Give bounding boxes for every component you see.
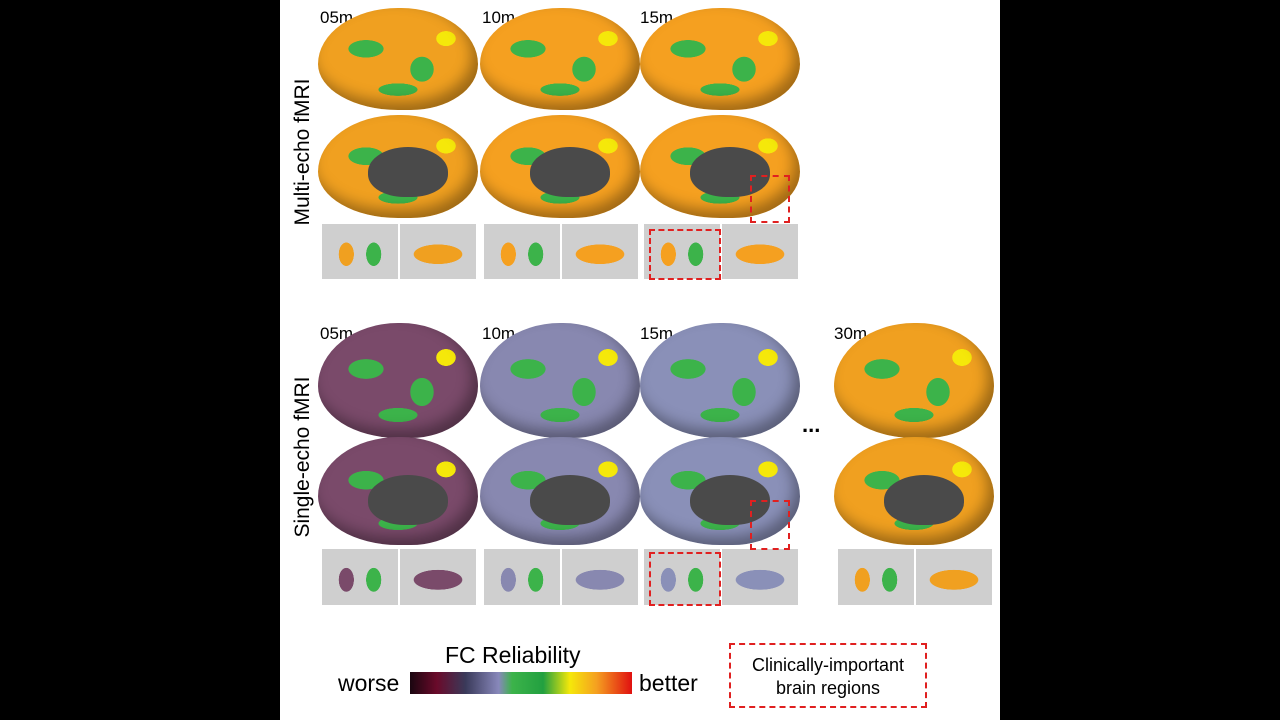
brain-medial-view <box>480 437 640 545</box>
clinical-region-box <box>750 500 790 550</box>
row-label-single-echo: Single-echo fMRI <box>291 376 314 538</box>
brain-medial-view <box>640 115 800 218</box>
brain-lateral-view <box>318 323 478 438</box>
brain-slice-coronal <box>322 224 398 279</box>
colorbar-title: FC Reliability <box>445 642 581 668</box>
colorbar-low-label: worse <box>338 670 400 696</box>
clinical-region-box <box>649 552 721 606</box>
colorbar-high-label: better <box>639 670 698 696</box>
brain-lateral-view <box>480 8 640 110</box>
legend-clinical-line2: brain regions <box>775 678 881 698</box>
medial-wall <box>690 147 770 197</box>
brain-slice-coronal <box>644 549 720 605</box>
brain-slice-coronal <box>484 549 560 605</box>
brain-slice-coronal <box>322 549 398 605</box>
brain-slice-coronal <box>484 224 560 279</box>
clinical-region-box <box>750 175 790 223</box>
time-label: 15m <box>640 324 674 343</box>
legend-clinical-box: Clinically-important brain regions <box>729 643 927 708</box>
brain-slice-axial <box>722 224 798 279</box>
medial-wall <box>884 475 964 525</box>
brain-lateral-view <box>318 8 478 110</box>
brain-slice-axial <box>916 549 992 605</box>
legend-clinical-line1: Clinically-important <box>751 655 905 675</box>
brain-slice-axial <box>400 224 476 279</box>
medial-wall <box>530 147 610 197</box>
medial-wall <box>368 475 448 525</box>
brain-lateral-view <box>834 323 994 438</box>
brain-slice-axial <box>400 549 476 605</box>
brain-slice-axial <box>722 549 798 605</box>
brain-slice-coronal <box>644 224 720 279</box>
brain-slice-axial <box>562 224 638 279</box>
clinical-region-box <box>649 229 721 280</box>
brain-medial-view <box>480 115 640 218</box>
brain-lateral-view <box>640 323 800 438</box>
medial-wall <box>530 475 610 525</box>
figure: Multi-echo fMRI Single-echo fMRI 05m 10m… <box>280 0 1000 720</box>
brain-lateral-view <box>640 8 800 110</box>
brain-slice-axial <box>562 549 638 605</box>
brain-lateral-view <box>480 323 640 438</box>
medial-wall <box>368 147 448 197</box>
row-label-multi-echo: Multi-echo fMRI <box>291 78 314 226</box>
colorbar <box>410 672 632 694</box>
time-label: 30m <box>834 324 868 343</box>
ellipsis: ... <box>802 412 821 437</box>
brain-slice-coronal <box>838 549 914 605</box>
